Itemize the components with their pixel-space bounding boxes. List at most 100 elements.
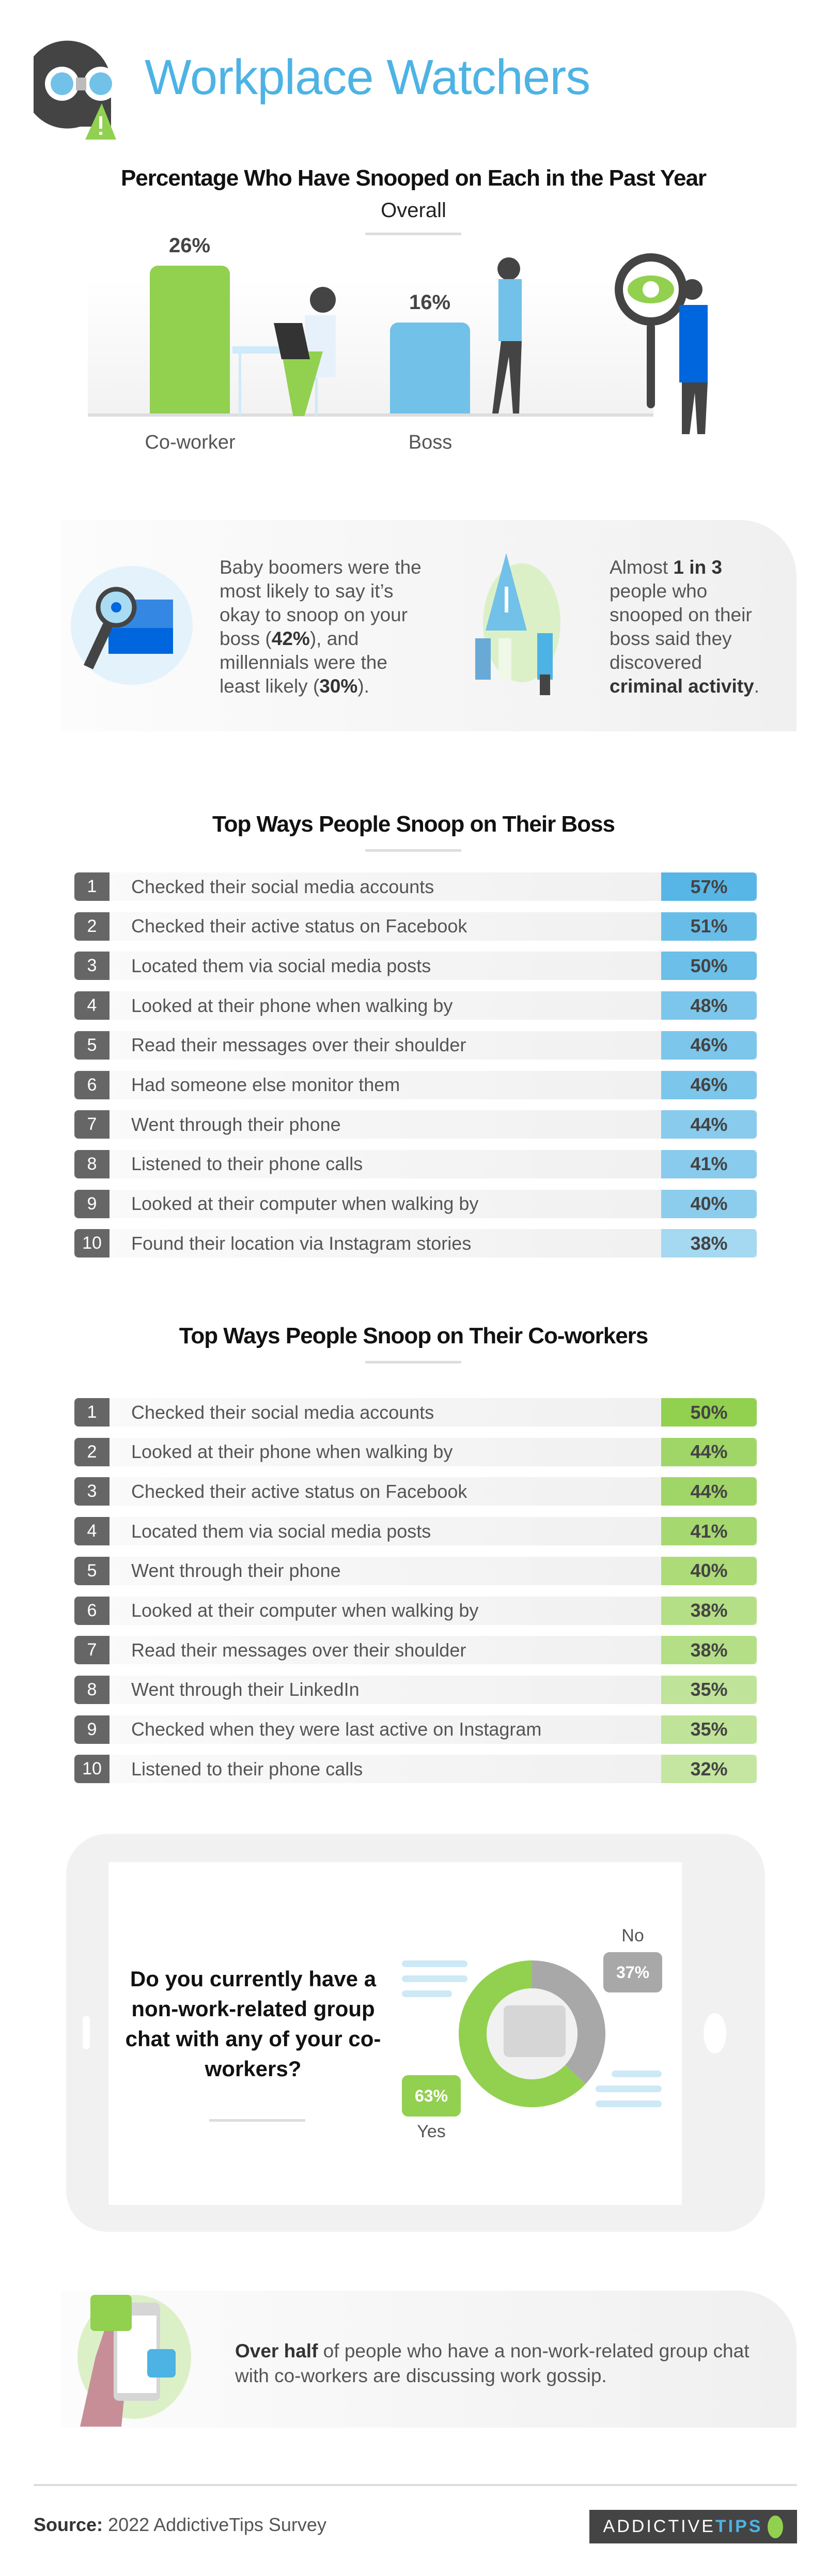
row-label: Checked their active status on Facebook <box>131 1480 467 1502</box>
list-row: 7 Read their messages over their shoulde… <box>74 1636 757 1665</box>
row-label: Found their location via Instagram stori… <box>131 1232 472 1254</box>
row-percent: 40% <box>661 1556 757 1585</box>
deco-line <box>402 1960 467 1967</box>
row-percent: 32% <box>661 1755 757 1784</box>
list-row: 4 Located them via social media posts 41… <box>74 1517 757 1546</box>
row-label: Checked their social media accounts <box>131 876 434 897</box>
chart-subtitle: Overall <box>381 199 446 222</box>
chart-title: Percentage Who Have Snooped on Each in t… <box>120 165 707 191</box>
row-percent: 50% <box>661 952 757 980</box>
list-row: 7 Went through their phone 44% <box>74 1110 757 1139</box>
list-row: 8 Listened to their phone calls 41% <box>74 1149 757 1178</box>
tablet-side-button <box>83 2016 90 2049</box>
logo-icon <box>23 34 127 142</box>
list-row: 9 Checked when they were last active on … <box>74 1715 757 1744</box>
row-percent: 48% <box>661 991 757 1020</box>
row-label: Checked their social media accounts <box>131 1401 434 1423</box>
row-percent: 44% <box>661 1477 757 1506</box>
bar-1 <box>390 323 470 413</box>
row-percent: 40% <box>661 1189 757 1218</box>
list-row: 10 Listened to their phone calls 32% <box>74 1755 757 1784</box>
list-row: 8 Went through their LinkedIn 35% <box>74 1675 757 1704</box>
list-row: 1 Checked their social media accounts 50… <box>74 1398 757 1427</box>
rank-badge: 2 <box>74 912 110 941</box>
footer-divider <box>34 2484 797 2486</box>
row-percent: 35% <box>661 1715 757 1744</box>
row-label: Looked at their phone when walking by <box>131 994 453 1016</box>
warning-people-icon <box>475 553 560 695</box>
rank-badge: 7 <box>74 1636 110 1665</box>
rank-badge: 3 <box>74 1477 110 1506</box>
category-label: Boss <box>408 432 452 453</box>
row-label: Read their messages over their shoulder <box>131 1034 466 1056</box>
boss-list-title: Top Ways People Snoop on Their Boss <box>212 811 615 837</box>
bar-value-label: 26% <box>168 234 211 257</box>
row-label: Listened to their phone calls <box>131 1758 363 1780</box>
magnifier-briefcase-icon <box>71 566 193 685</box>
rank-badge: 9 <box>74 1189 110 1218</box>
yes-percent-bubble: 63% <box>402 2075 461 2117</box>
rank-badge: 1 <box>74 872 110 901</box>
list-row: 5 Went through their phone 40% <box>74 1556 757 1585</box>
rank-badge: 2 <box>74 1437 110 1466</box>
deco-line <box>612 2071 662 2077</box>
list-row: 2 Looked at their phone when walking by … <box>74 1437 757 1466</box>
list-row: 4 Looked at their phone when walking by … <box>74 991 757 1020</box>
row-percent: 38% <box>661 1596 757 1625</box>
rank-badge: 5 <box>74 1031 110 1060</box>
boss-illustration <box>492 257 522 413</box>
woman-at-laptop-illustration <box>232 287 336 416</box>
list-row: 1 Checked their social media accounts 57… <box>74 872 757 901</box>
row-percent: 44% <box>661 1437 757 1466</box>
donut-slice-yes <box>459 1960 586 2107</box>
row-percent: 46% <box>661 1031 757 1060</box>
yes-label: Yes <box>417 2122 446 2141</box>
list-row: 2 Checked their active status on Faceboo… <box>74 912 757 941</box>
deco-line <box>402 1975 467 1982</box>
rank-badge: 8 <box>74 1675 110 1704</box>
row-label: Checked their active status on Facebook <box>131 915 467 937</box>
rank-badge: 5 <box>74 1556 110 1585</box>
rank-badge: 10 <box>74 1229 110 1258</box>
coworker-list-title: Top Ways People Snoop on Their Co-worker… <box>179 1323 649 1348</box>
rank-badge: 6 <box>74 1596 110 1625</box>
chart-baseline <box>88 413 653 417</box>
row-percent: 38% <box>661 1229 757 1258</box>
phone-chat-icon <box>77 2295 191 2427</box>
row-label: Looked at their computer when walking by <box>131 1600 479 1621</box>
list-row: 9 Looked at their computer when walking … <box>74 1189 757 1218</box>
list-row: 6 Looked at their computer when walking … <box>74 1596 757 1625</box>
row-label: Looked at their phone when walking by <box>131 1441 453 1463</box>
boomers-stat: Baby boomers were the most likely to say… <box>220 557 422 697</box>
rank-badge: 6 <box>74 1070 110 1099</box>
row-percent: 57% <box>661 872 757 901</box>
divider <box>365 849 461 852</box>
bar-value-label: 16% <box>409 291 451 314</box>
row-label: Read their messages over their shoulder <box>131 1639 466 1661</box>
tablet-home-button <box>704 2013 726 2053</box>
rank-badge: 7 <box>74 1110 110 1139</box>
no-label: No <box>621 1926 644 1945</box>
row-label: Went through their phone <box>131 1560 341 1582</box>
row-percent: 51% <box>661 912 757 941</box>
rank-badge: 4 <box>74 991 110 1020</box>
briefcase-icon <box>504 2005 566 2057</box>
row-percent: 41% <box>661 1149 757 1178</box>
no-percent-bubble: 37% <box>603 1952 662 1992</box>
category-label: Co-worker <box>145 432 236 453</box>
list-row: 6 Had someone else monitor them 46% <box>74 1070 757 1099</box>
row-label: Located them via social media posts <box>131 955 431 976</box>
row-label: Went through their phone <box>131 1113 341 1135</box>
brand-logo: ADDICTIVE TIPS <box>589 2510 797 2543</box>
gossip-stat: Over half of people who have a non-work-… <box>235 2340 750 2386</box>
row-percent: 50% <box>661 1398 757 1427</box>
magnifier-person-illustration <box>615 253 708 434</box>
plus-icon <box>768 2515 784 2538</box>
row-label: Looked at their computer when walking by <box>131 1193 479 1215</box>
row-percent: 46% <box>661 1070 757 1099</box>
rank-badge: 8 <box>74 1149 110 1178</box>
rank-badge: 3 <box>74 952 110 980</box>
divider <box>209 2119 305 2122</box>
row-percent: 44% <box>661 1110 757 1139</box>
page-title: Workplace Watchers <box>145 50 590 105</box>
